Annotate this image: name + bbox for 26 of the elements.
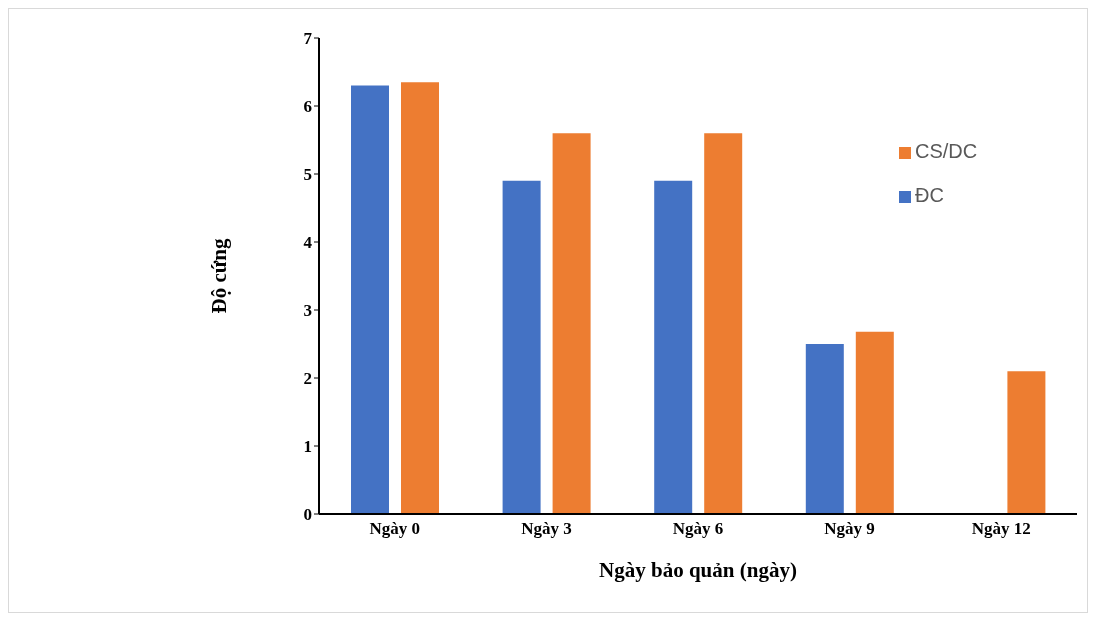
bar bbox=[552, 133, 591, 514]
y-axis-title: Độ cứng bbox=[207, 238, 232, 314]
bar bbox=[855, 331, 894, 514]
bar bbox=[805, 344, 844, 514]
bar bbox=[502, 180, 541, 514]
bar bbox=[351, 85, 389, 514]
x-axis-title: Ngày bảo quản (ngày) bbox=[599, 558, 797, 582]
y-tick-label: 2 bbox=[303, 369, 312, 389]
x-tick-label: Ngày 6 bbox=[672, 519, 724, 539]
y-tick-label: 5 bbox=[303, 165, 312, 185]
y-tick-label: 1 bbox=[303, 437, 312, 457]
bar bbox=[1007, 371, 1046, 514]
x-tick-label: Ngày 3 bbox=[521, 519, 572, 539]
x-tick-label: Ngày 0 bbox=[369, 519, 421, 539]
bar bbox=[654, 180, 693, 514]
legend-label: CS/DC bbox=[915, 140, 978, 162]
y-tick-label: 0 bbox=[303, 505, 312, 525]
y-tick-label: 4 bbox=[303, 233, 313, 253]
bar bbox=[704, 133, 743, 514]
x-tick-label: Ngày 9 bbox=[824, 519, 875, 539]
y-tick-label: 3 bbox=[303, 301, 312, 321]
y-tick-label: 7 bbox=[303, 29, 313, 49]
x-tick-label: Ngày 12 bbox=[971, 519, 1031, 539]
y-tick-label: 6 bbox=[303, 97, 312, 117]
bar bbox=[401, 82, 439, 514]
legend-label: ĐC bbox=[915, 184, 944, 206]
